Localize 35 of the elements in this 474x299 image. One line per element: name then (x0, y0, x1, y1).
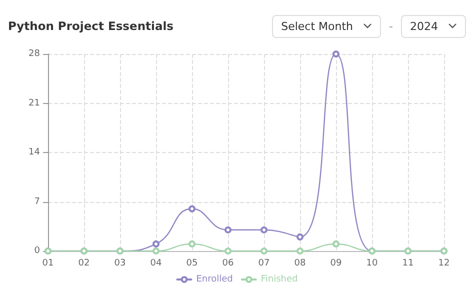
point (332, 240, 340, 248)
x-tick-label: 10 (366, 258, 378, 268)
x-tick-label: 06 (222, 258, 234, 268)
y-tick-label: 7 (34, 196, 40, 207)
x-tick-label: 04 (150, 258, 162, 268)
point (332, 50, 340, 58)
x-tick-label: 09 (330, 258, 342, 268)
chart-title: Python Project Essentials (8, 19, 174, 33)
point (260, 226, 268, 234)
x-tick-label: 02 (78, 258, 90, 268)
point (224, 226, 232, 234)
x-tick-label: 08 (294, 258, 306, 268)
point (296, 233, 304, 240)
point (152, 240, 160, 248)
x-tick-label: 03 (114, 258, 126, 268)
y-tick-label: 0 (34, 246, 40, 256)
x-tick-label: 01 (42, 258, 54, 268)
x-tick-label: 05 (186, 258, 198, 268)
y-tick-label: 28 (28, 49, 40, 59)
x-tick-label: 12 (438, 258, 450, 268)
point (152, 248, 160, 254)
legend-label: Enrolled (196, 274, 233, 284)
point (188, 205, 196, 212)
point (188, 240, 196, 248)
legend-label: Finished (260, 274, 298, 284)
point (224, 248, 232, 254)
point (260, 248, 268, 254)
text: 2024 (410, 20, 438, 32)
x-tick-label: 11 (402, 258, 414, 268)
y-tick-label: 14 (28, 148, 40, 158)
x-tick-label: 07 (258, 258, 270, 268)
text: Select Month (281, 20, 354, 32)
y-tick-label: 21 (28, 98, 40, 108)
text: - (389, 20, 393, 32)
point (296, 248, 304, 254)
